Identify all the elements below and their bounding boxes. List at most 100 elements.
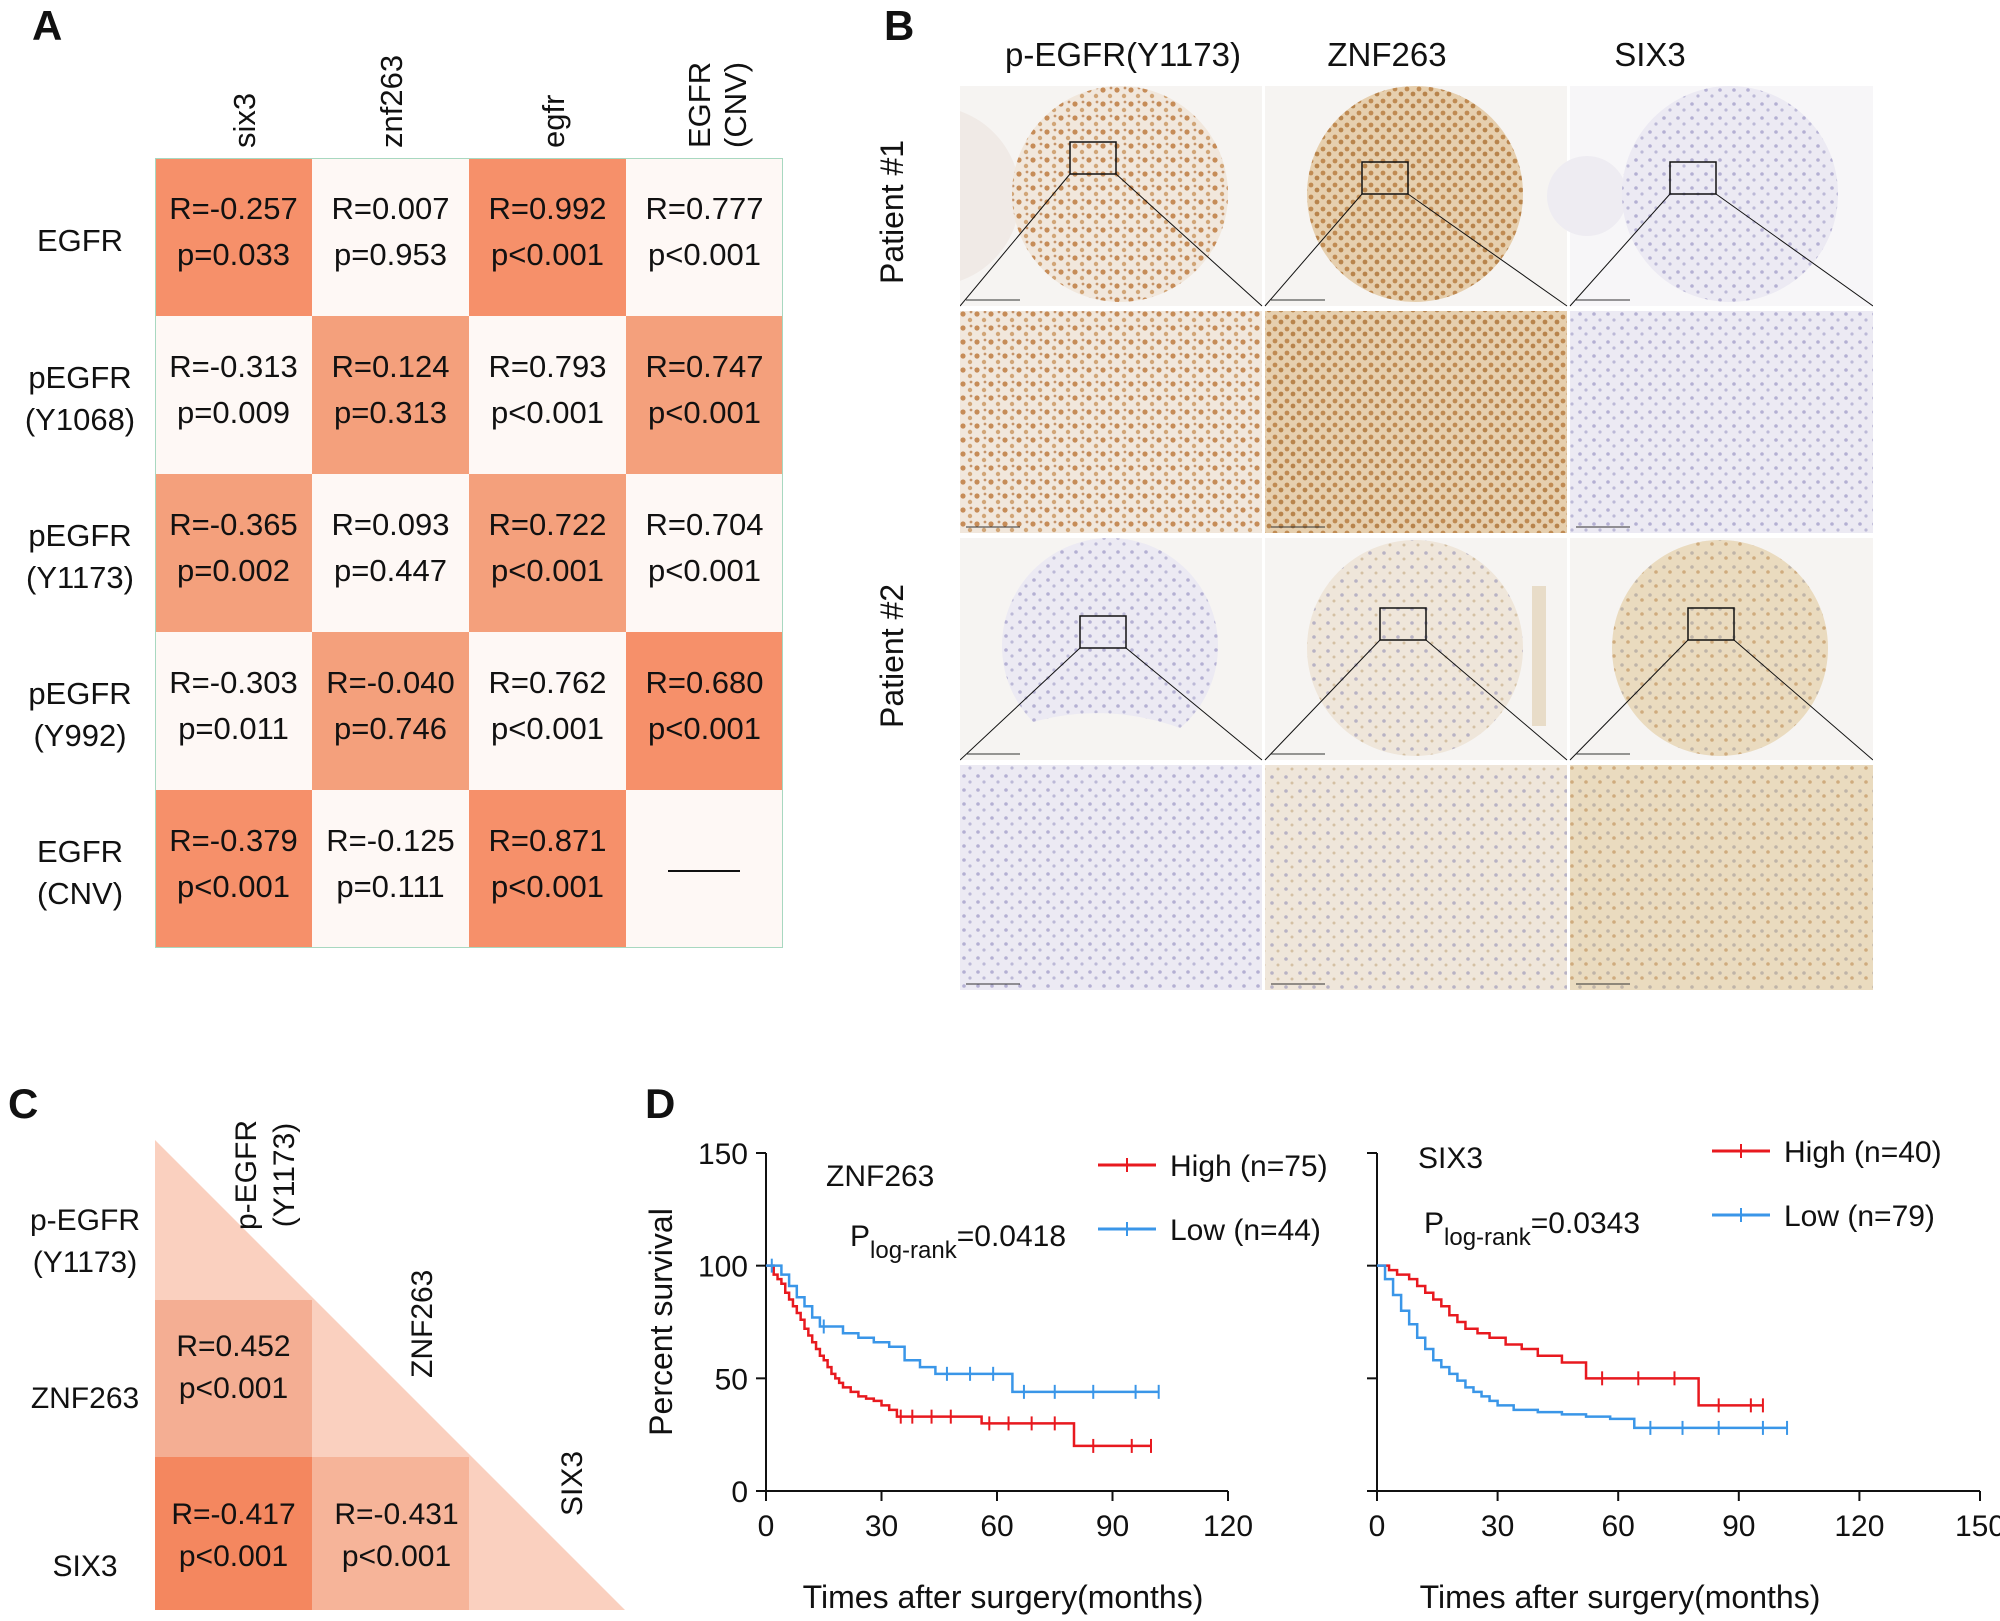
a-cell-r-value: R=0.722 [488, 507, 607, 542]
ihc-zoom-p1-six3 [1570, 311, 1873, 533]
a-cell-r-value: R=0.124 [331, 349, 450, 384]
a-row-header-line: (Y992) [33, 718, 127, 753]
a-cell-r-value: R=-0.303 [169, 665, 298, 700]
heatmap-cell-six3-znf263 [312, 1457, 469, 1610]
a-cell-p-value: p=0.746 [334, 711, 447, 746]
a-cell-r0-c1: R=0.007 p=0.953 [312, 158, 469, 316]
a-cell-p-value: p=0.313 [334, 395, 447, 430]
a-cell-p-value: p=0.447 [334, 553, 447, 588]
a-cell-r-value: R=0.762 [488, 665, 607, 700]
x-tick-label-0: 90 [1096, 1510, 1129, 1543]
a-cell-r-value: R=-0.313 [169, 349, 298, 384]
km-pvalue-1: Plog-rank=0.0343 [1424, 1207, 1640, 1251]
a-cell-r0-c0: R=-0.257 p=0.033 [155, 158, 312, 316]
a-cell-dash [668, 870, 740, 872]
a-row-header-line: EGFR [36, 223, 124, 258]
a-cell-p-value: p=0.009 [177, 395, 290, 430]
a-grid-border [155, 158, 783, 948]
a-cell-p-value: p<0.001 [491, 395, 604, 430]
x-tick-label-1: 60 [1602, 1510, 1635, 1543]
x-tick-label-0: 0 [758, 1510, 775, 1543]
legend-label-0-1: Low (n=44) [1170, 1214, 1321, 1247]
a-cell-r-value: R=-0.125 [326, 823, 455, 858]
a-cell-p-value: p<0.001 [177, 869, 290, 904]
c-row-label-znf263: ZNF263 [30, 1382, 140, 1415]
a-cell-r-value: R=0.680 [645, 665, 764, 700]
legend-label-1-1: Low (n=79) [1784, 1200, 1935, 1233]
ihc-zoom-p2-znf263 [1265, 765, 1567, 990]
a-cell-r-value: R=0.777 [645, 191, 764, 226]
c-cell-r: R=-0.417 [171, 1498, 296, 1531]
x-tick-label-1: 150 [1955, 1510, 2000, 1543]
scale-bars [966, 299, 1630, 985]
y-axis-label: Percent survival [643, 1208, 679, 1436]
a-row-header-2: pEGFR (Y1173) [20, 515, 140, 599]
a-cell-p-value: p<0.001 [491, 711, 604, 746]
km-curve-1-1 [1377, 1264, 1788, 1430]
a-row-header-line: EGFR [36, 834, 124, 869]
ihc-core-p2-znf263 [1264, 538, 1568, 761]
a-cell-r2-c1: R=0.093 p=0.447 [312, 474, 469, 632]
ihc-zoom-p2-six3 [1570, 765, 1873, 990]
x-tick-label-0: 60 [980, 1510, 1013, 1543]
x-tick-label-1: 90 [1722, 1510, 1755, 1543]
a-row-header-line: (CNV) [36, 876, 124, 911]
a-cell-p-value: p=0.011 [178, 711, 289, 746]
legend-label-1-0: High (n=40) [1784, 1136, 1942, 1169]
ihc-image-grid [960, 86, 1873, 990]
ihc-core-p2-six3 [1569, 538, 1873, 761]
c-cell-r: R=0.452 [176, 1330, 291, 1363]
a-cell-p-value: p<0.001 [648, 237, 761, 272]
a-cell-r-value: R=0.871 [488, 823, 607, 858]
a-cell-r-value: R=0.747 [645, 349, 764, 384]
x-tick-label-0: 120 [1203, 1510, 1253, 1543]
a-cell-r-value: R=-0.379 [169, 823, 298, 858]
a-row-header-4: EGFR (CNV) [20, 831, 140, 915]
a-cell-r1-c2: R=0.793 p<0.001 [469, 316, 626, 474]
a-cell-p-value: p=0.033 [177, 237, 290, 272]
km-curve-0-1 [766, 1264, 1159, 1394]
a-cell-r4-c3 [626, 790, 783, 948]
a-cell-r1-c3: R=0.747 p<0.001 [626, 316, 783, 474]
a-cell-r3-c2: R=0.762 p<0.001 [469, 632, 626, 790]
ihc-core-p1-znf263 [1264, 86, 1568, 307]
c-row-label-six3: SIX3 [52, 1550, 118, 1583]
a-cell-r-value: R=0.793 [488, 349, 607, 384]
heatmap-cell-znf263-pegfr [155, 1300, 312, 1457]
a-row-header-line: (Y1068) [24, 402, 136, 437]
stain-header-pegfr: p-EGFR(Y1173) [1005, 36, 1241, 73]
ihc-core-p1-pegfr [960, 86, 1263, 307]
a-row-header-line: pEGFR [28, 518, 132, 553]
a-cell-r-value: R=0.704 [645, 507, 764, 542]
ihc-core-p2-pegfr [960, 538, 1263, 761]
a-cell-p-value: p<0.001 [491, 869, 604, 904]
a-row-header-line: pEGFR [28, 360, 132, 395]
y-tick-label-0: 50 [715, 1363, 748, 1396]
c-cell-six3-znf263: R=-0.431 p<0.001 [318, 1494, 475, 1578]
c-row-label-pegfr-line2: (Y1173) [32, 1246, 138, 1279]
triangle-heatmap [155, 1140, 625, 1610]
x-tick-label-1: 30 [1481, 1510, 1514, 1543]
a-row-header-1: pEGFR (Y1068) [20, 357, 140, 441]
c-row-label-pegfr-line1: p-EGFR [29, 1204, 140, 1237]
panel-letter-d: D [645, 1080, 676, 1127]
a-cell-r1-c0: R=-0.313 p=0.009 [155, 316, 312, 474]
km-title-0: ZNF263 [826, 1160, 934, 1193]
stain-header-six3: SIX3 [1614, 36, 1686, 73]
a-cell-r1-c1: R=0.124 p=0.313 [312, 316, 469, 474]
a-cell-r3-c3: R=0.680 p<0.001 [626, 632, 783, 790]
c-row-label-pegfr: p-EGFR (Y1173) [20, 1200, 150, 1284]
a-cell-r0-c3: R=0.777 p<0.001 [626, 158, 783, 316]
y-tick-label-0: 0 [731, 1476, 748, 1509]
c-cell-p: p<0.001 [341, 1540, 452, 1573]
a-row-header-line: (Y1173) [26, 560, 134, 595]
ihc-core-p1-six3 [1547, 86, 1873, 307]
x-tick-label-1: 120 [1834, 1510, 1884, 1543]
a-cell-p-value: p<0.001 [648, 711, 761, 746]
a-cell-r-value: R=-0.257 [169, 191, 298, 226]
a-cell-p-value: p<0.001 [491, 553, 604, 588]
a-cell-r-value: R=-0.040 [326, 665, 455, 700]
panel-letter-a: A [32, 2, 63, 49]
y-tick-label-0: 100 [698, 1251, 748, 1284]
a-cell-r-value: R=0.007 [331, 191, 450, 226]
